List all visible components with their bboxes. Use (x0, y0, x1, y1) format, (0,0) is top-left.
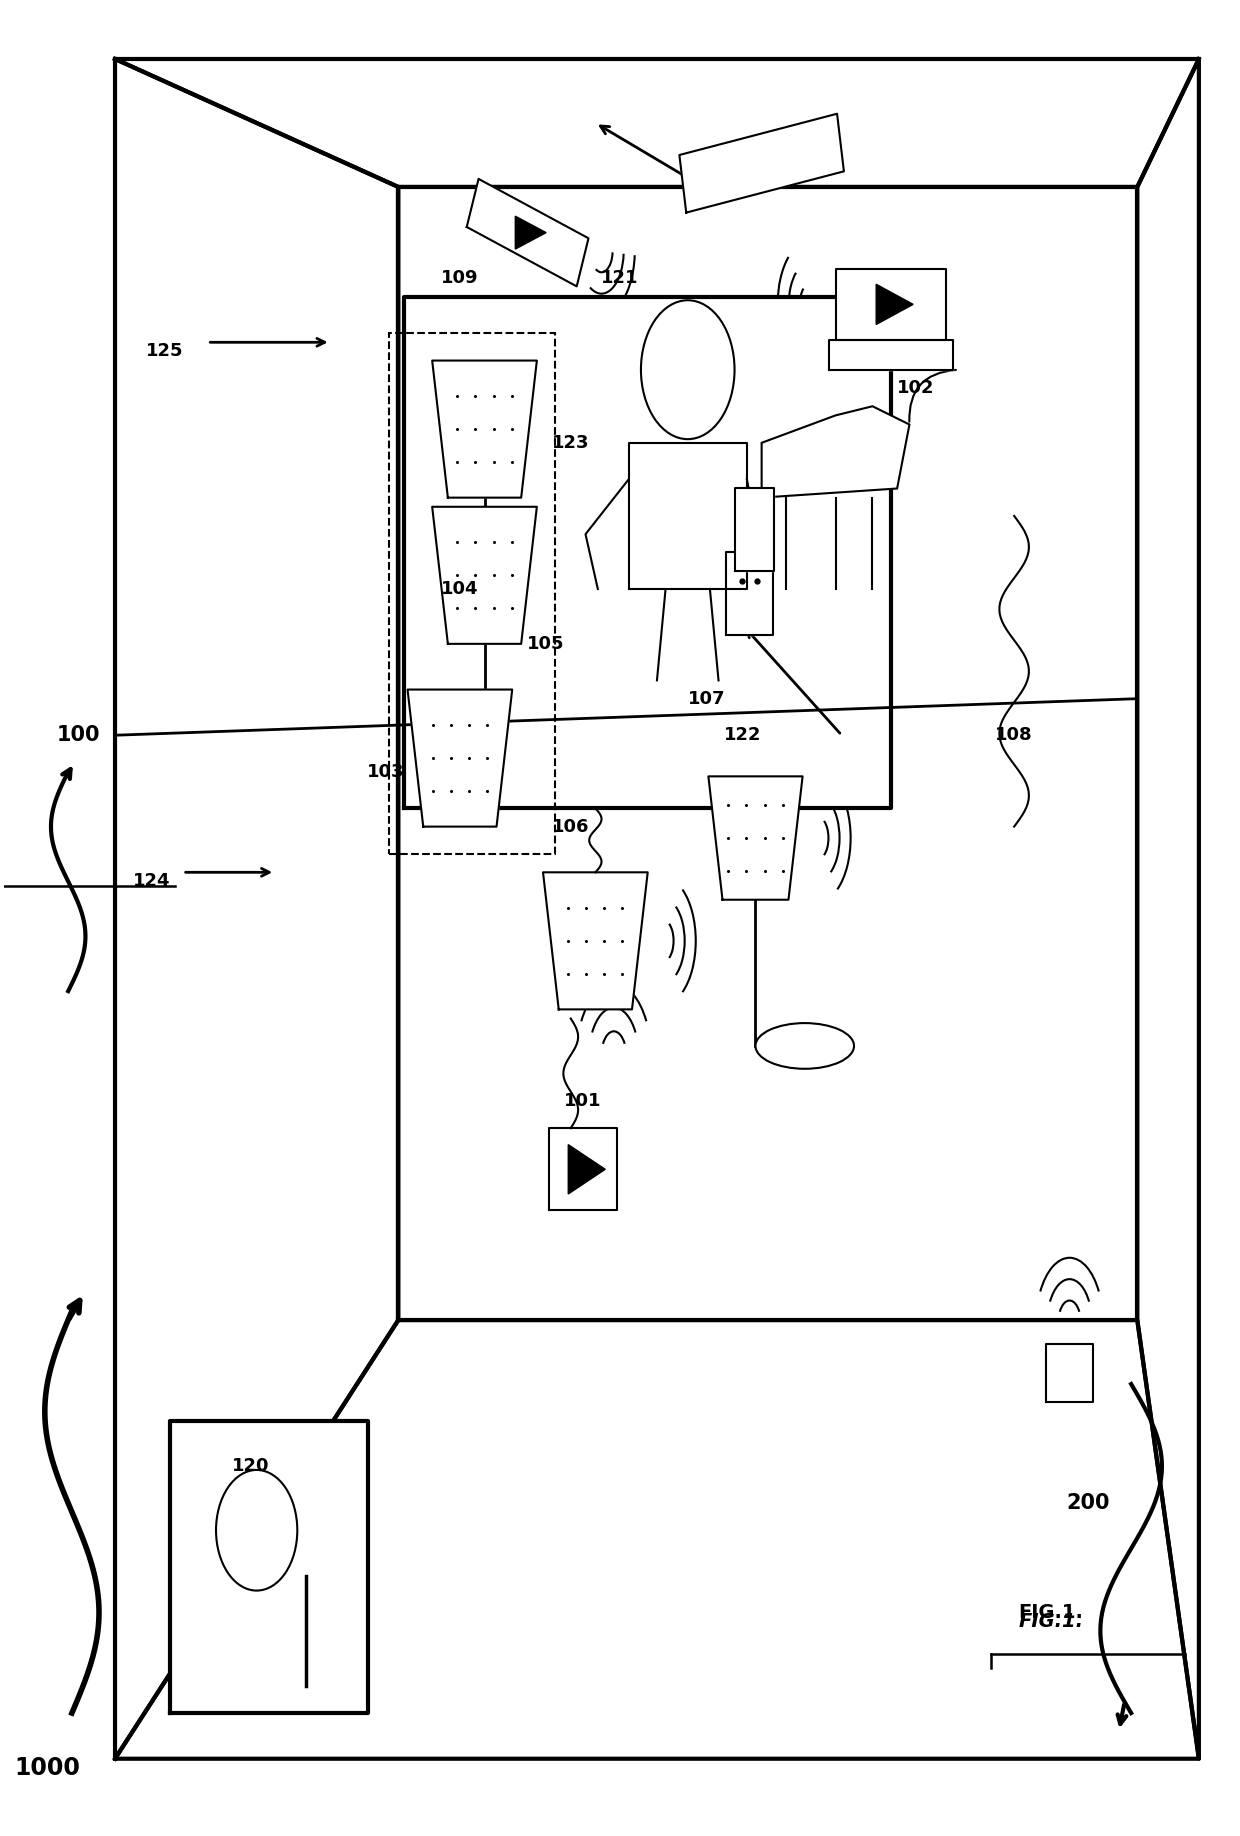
Polygon shape (543, 872, 647, 1010)
Polygon shape (466, 178, 589, 286)
Circle shape (641, 301, 734, 439)
Text: 122: 122 (724, 727, 761, 744)
Polygon shape (433, 507, 537, 644)
Polygon shape (1047, 1344, 1092, 1403)
Text: 100: 100 (56, 725, 99, 745)
Text: 104: 104 (441, 580, 479, 599)
Text: 121: 121 (601, 270, 639, 286)
Text: 124: 124 (133, 872, 171, 890)
Polygon shape (115, 59, 1199, 187)
Text: 123: 123 (552, 433, 589, 452)
Polygon shape (725, 553, 773, 635)
Polygon shape (761, 406, 909, 498)
Text: 107: 107 (687, 690, 725, 707)
Text: 125: 125 (145, 343, 184, 360)
Polygon shape (408, 690, 512, 826)
Polygon shape (708, 777, 802, 900)
Text: 106: 106 (552, 817, 589, 835)
Polygon shape (115, 59, 398, 1759)
Polygon shape (734, 488, 774, 571)
Circle shape (216, 1471, 298, 1590)
Text: 200: 200 (1066, 1493, 1110, 1513)
Polygon shape (433, 360, 537, 498)
Text: 102: 102 (897, 378, 935, 397)
Polygon shape (1137, 59, 1199, 1759)
Text: 101: 101 (564, 1092, 601, 1109)
Text: 120: 120 (232, 1458, 269, 1476)
Polygon shape (830, 340, 952, 369)
Polygon shape (398, 187, 1137, 1320)
Ellipse shape (755, 1023, 854, 1069)
Text: 108: 108 (996, 727, 1033, 744)
Polygon shape (516, 217, 546, 250)
Polygon shape (568, 1144, 605, 1193)
Polygon shape (680, 114, 844, 213)
Text: 103: 103 (367, 762, 404, 780)
Polygon shape (115, 1320, 1199, 1759)
Text: 109: 109 (441, 270, 479, 286)
Text: FIG.1.: FIG.1. (1018, 1603, 1084, 1621)
Polygon shape (877, 285, 913, 325)
Polygon shape (836, 270, 946, 340)
Polygon shape (404, 297, 892, 808)
Polygon shape (170, 1421, 367, 1713)
Text: FIG.1.: FIG.1. (1018, 1612, 1084, 1630)
Polygon shape (629, 442, 746, 589)
Text: 1000: 1000 (15, 1755, 81, 1779)
Polygon shape (549, 1127, 618, 1210)
Text: 105: 105 (527, 635, 565, 654)
